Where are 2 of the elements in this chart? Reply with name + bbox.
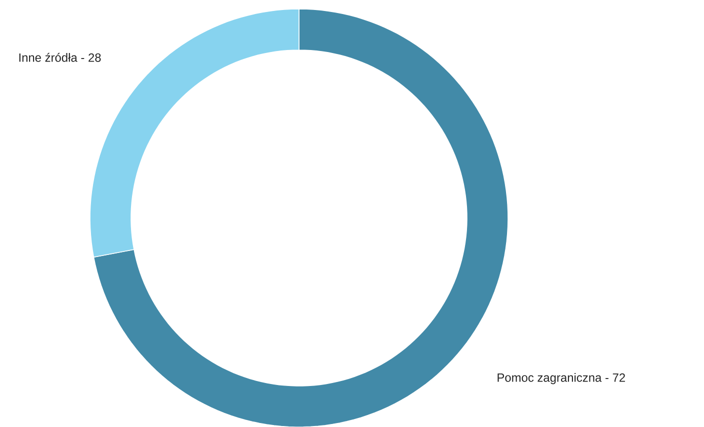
slice-label: Inne źródła - 28 (19, 52, 101, 62)
slice-label: Pomoc zagraniczna - 72 (498, 372, 625, 384)
